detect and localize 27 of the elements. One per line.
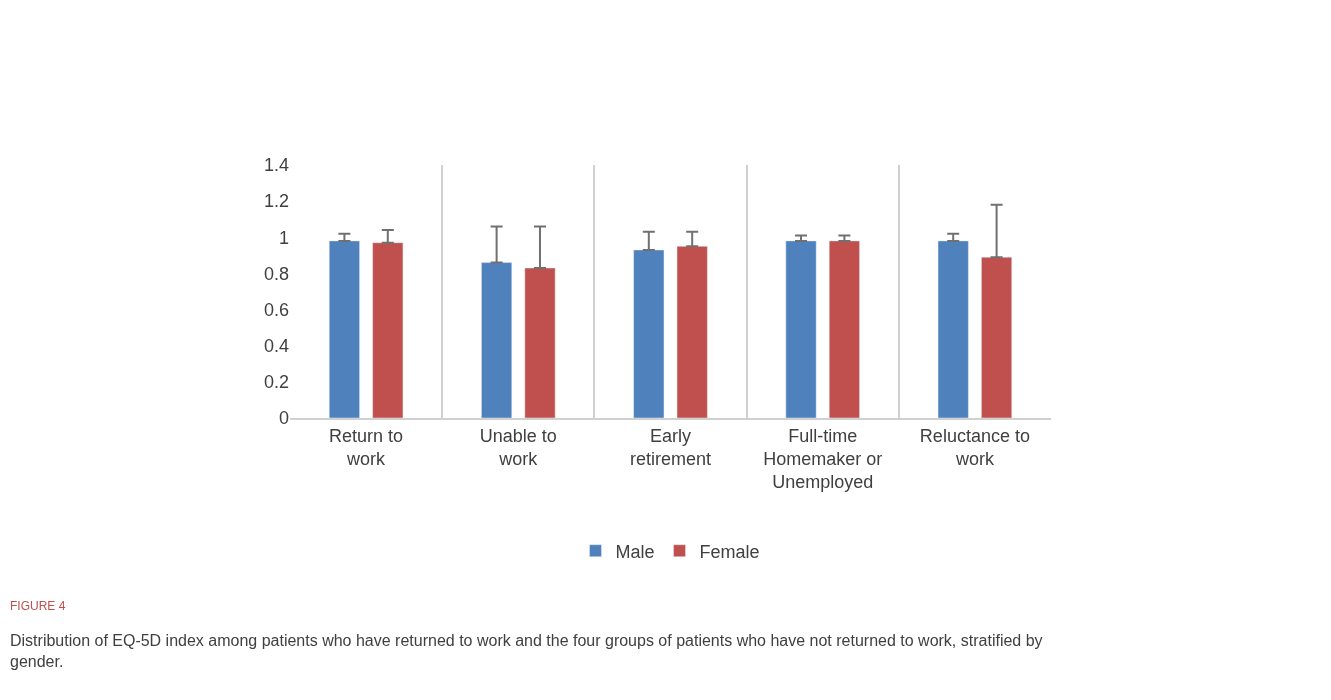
y-tick-label: 0 [278,408,289,429]
legend-label: Female [699,541,760,562]
y-tick-label: 0.8 [263,263,289,284]
x-tick-label: Reluctance to work [919,425,1030,469]
bar [633,249,665,418]
y-tick-label: 1 [278,227,289,248]
x-tick-label: Unable to work [479,425,557,469]
caption: FIGURE 4 [10,599,66,613]
bar [676,246,708,418]
bar [524,267,556,418]
bar [937,240,969,418]
y-tick-label: 1.4 [263,155,289,176]
y-tick-label: 1.2 [263,191,289,212]
bar [981,256,1013,418]
bar [828,240,860,418]
y-tick-label: 0.2 [263,372,289,393]
x-tick-label: Full-time Homemaker or Unemployed [763,425,883,493]
x-tick-label: Early retirement [629,425,712,469]
text: Distribution of EQ-5D index among patients who have returned to work and the four groups of patients who have not returned to work, stratified by gender. [10,632,1043,670]
y-tick-label: 0.6 [263,299,289,320]
y-tick-label: 0.4 [263,336,289,357]
bar [372,242,404,418]
bar [785,240,817,418]
x-tick-label: Return to work [329,425,404,469]
bar [328,240,360,418]
legend-label: Male [615,541,655,562]
bar [481,262,513,418]
